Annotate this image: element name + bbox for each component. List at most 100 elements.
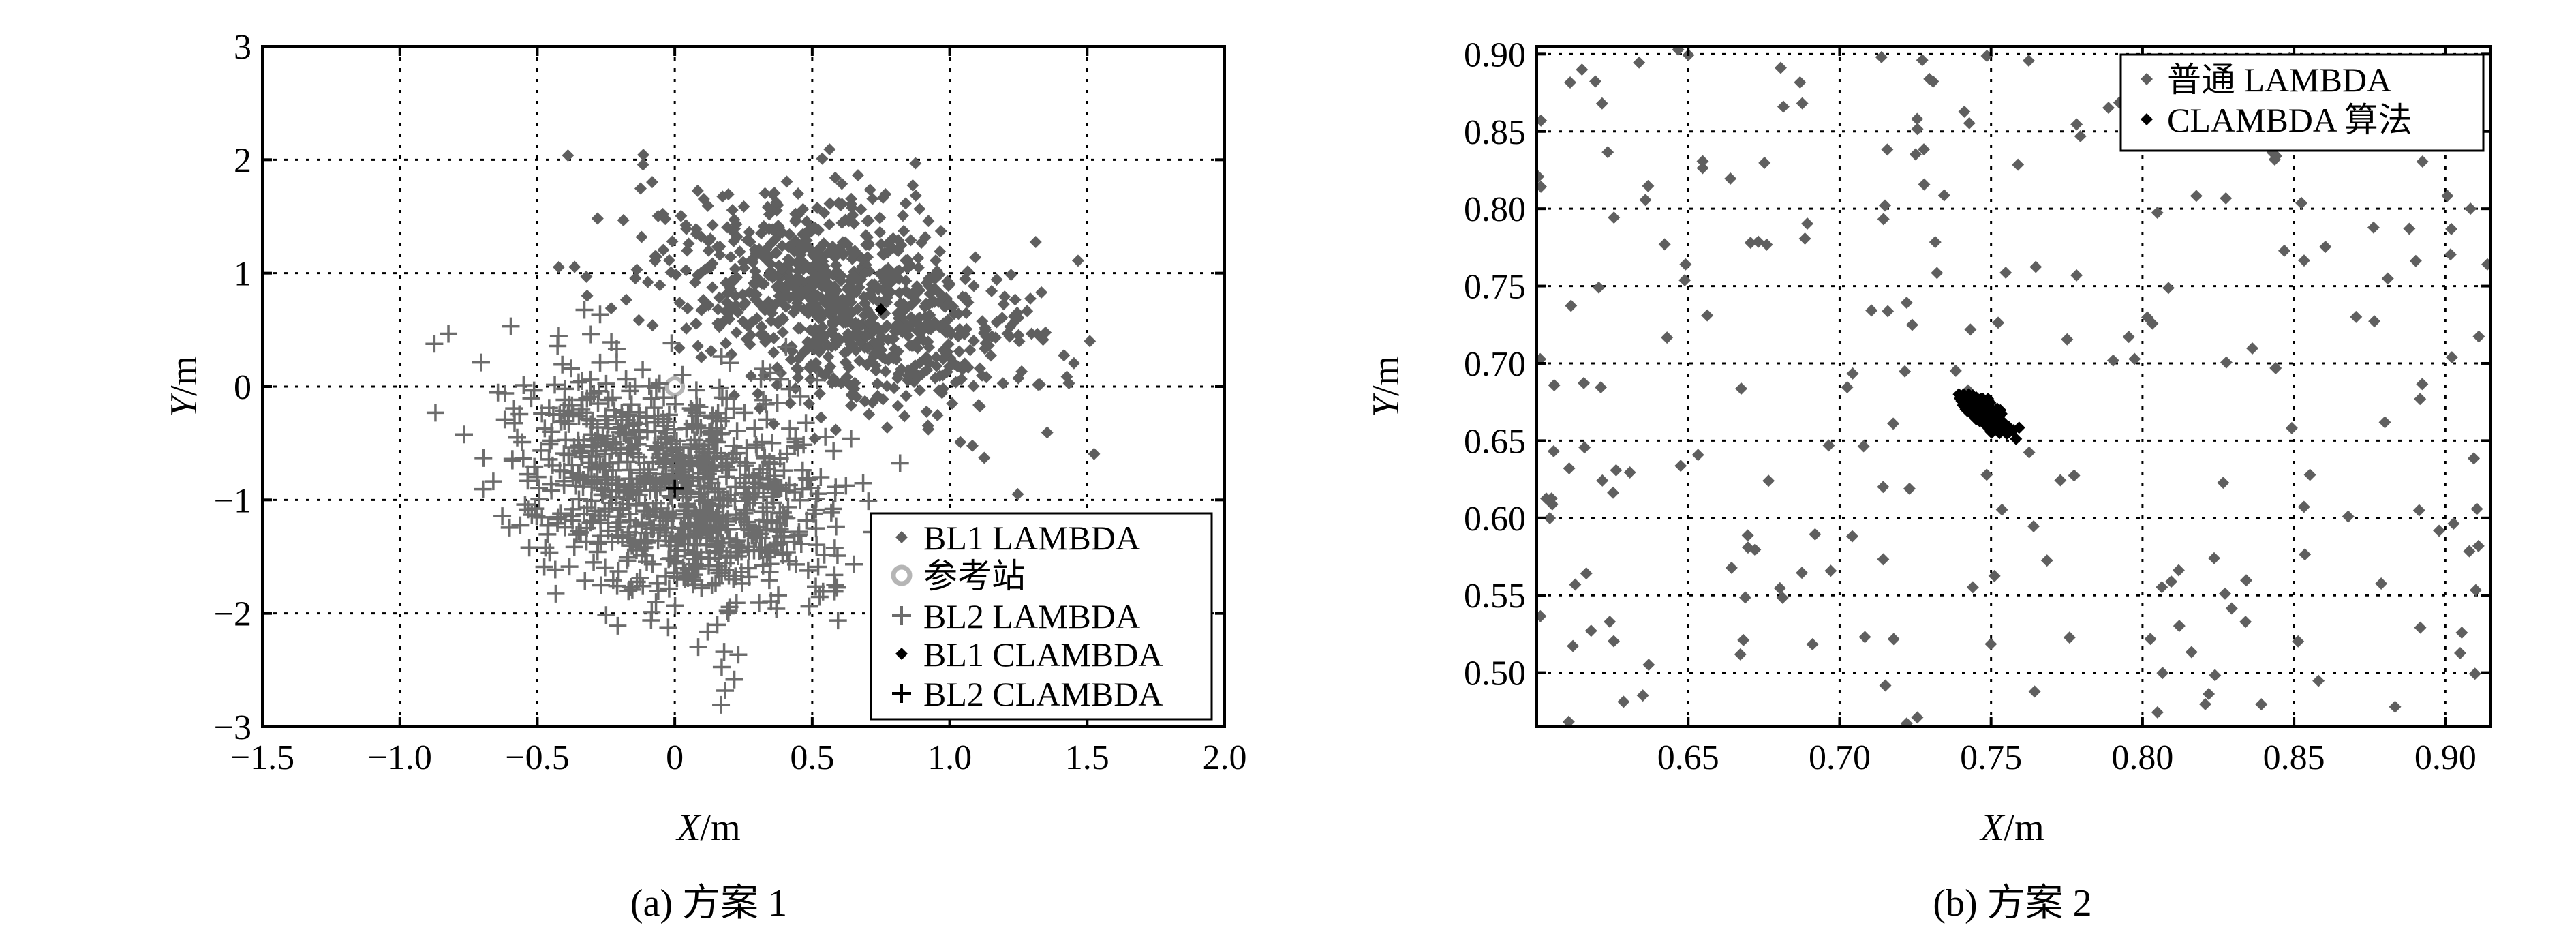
diamond-point [923,341,936,354]
plus-point [824,500,842,518]
diamond-point [830,284,843,297]
diamond-point [2029,260,2042,273]
diamond-point [1911,123,1924,136]
diamond-point [934,245,947,258]
diamond-point [874,342,887,355]
diamond-point [1841,380,1854,393]
diamond-point [1576,63,1589,76]
plus-point [689,638,707,657]
plus-point [748,438,766,456]
diamond-point [900,254,913,267]
diamond-point [816,152,829,165]
plus-point [624,444,643,462]
legend-item-clambda-algorithm: CLAMBDA 算法 [2141,101,2412,139]
diamond-point [2255,698,2268,711]
y-tick-label: 0.75 [1464,268,1526,307]
plus-point [777,337,795,356]
plus-point [703,432,722,451]
diamond-point [740,333,753,346]
plus-point [621,461,639,479]
diamond-point [822,350,835,363]
diamond-point [1877,553,1890,566]
plus-point [710,378,729,397]
diamond-marker-icon [2141,73,2153,85]
diamond-point [1691,449,1704,462]
diamond-point [791,362,803,375]
plus-point [493,507,512,526]
diamond-point [2416,378,2429,391]
diamond-point [2128,352,2141,365]
x-tick-label: 0.65 [1657,738,1719,777]
axis-ticks-b: 0.65 0.70 0.75 0.80 0.85 0.90 0.50 0.55 0.60 0.65… [1464,35,2491,777]
diamond-point [913,333,926,346]
diamond-point [787,290,800,303]
diamond-point [1858,631,1871,644]
diamond-point [928,316,941,329]
diamond-point [1796,567,1809,579]
plus-point [540,435,559,453]
plus-point [609,562,628,580]
diamond-point [733,245,746,258]
diamond-point [1679,258,1692,271]
plus-point [793,480,812,498]
plus-point [602,333,621,352]
plus-point [703,576,721,594]
diamond-point [907,291,920,304]
plus-point [626,377,644,395]
plus-point [585,553,603,571]
diamond-point [2012,158,2025,171]
diamond-point [1999,267,2012,280]
diamond-point [2297,254,2310,267]
diamond-point [706,219,719,232]
plus-point [685,566,703,584]
diamond-point [1931,267,1944,280]
diamond-point [552,260,565,273]
diamond-point [2278,244,2290,257]
diamond-point [1537,170,1545,183]
x-tick-label: 0 [666,738,684,777]
diamond-point [1604,615,1616,628]
diamond-point [824,197,837,210]
diamond-point [1021,305,1034,318]
diamond-point [792,187,805,200]
legend-item-reference-station: 参考站 [891,557,1026,595]
diamond-point [2190,190,2203,202]
plus-point [586,502,604,520]
diamond-point [1565,299,1578,312]
y-tick-label: 1 [234,255,251,294]
diamond-point [985,284,998,297]
diamond-point [1903,482,1916,495]
diamond-point [604,302,617,315]
plus-point [553,355,572,374]
plus-point [700,549,718,568]
plus-point [740,466,758,484]
diamond-point [812,224,825,237]
plus-point [591,353,609,372]
plus-point [679,472,698,490]
diamond-point [887,352,900,365]
diamond-point [934,225,947,238]
diamond-point [1005,269,1017,282]
diamond-point [960,307,972,320]
plus-point [502,317,520,335]
plus-point [599,391,617,409]
diamond-point [904,234,917,247]
diamond-point [833,269,846,282]
plus-point [812,468,830,486]
diamond-point [813,261,826,274]
plus-point [533,404,551,423]
plus-point [724,437,743,455]
diamond-point [1009,293,1022,306]
plus-point [707,509,725,528]
y-tick-label: 0.70 [1464,345,1526,384]
plus-point [511,516,530,534]
diamond-point [808,432,821,445]
diamond-point [699,263,711,276]
plus-point [660,406,678,424]
legend-a: BL1 LAMBDA 参考站 BL2 LAMBDA BL1 CLAMBDA BL… [870,512,1213,721]
plus-point [773,544,792,562]
diamond-point [958,328,971,341]
plus-point [589,534,607,553]
